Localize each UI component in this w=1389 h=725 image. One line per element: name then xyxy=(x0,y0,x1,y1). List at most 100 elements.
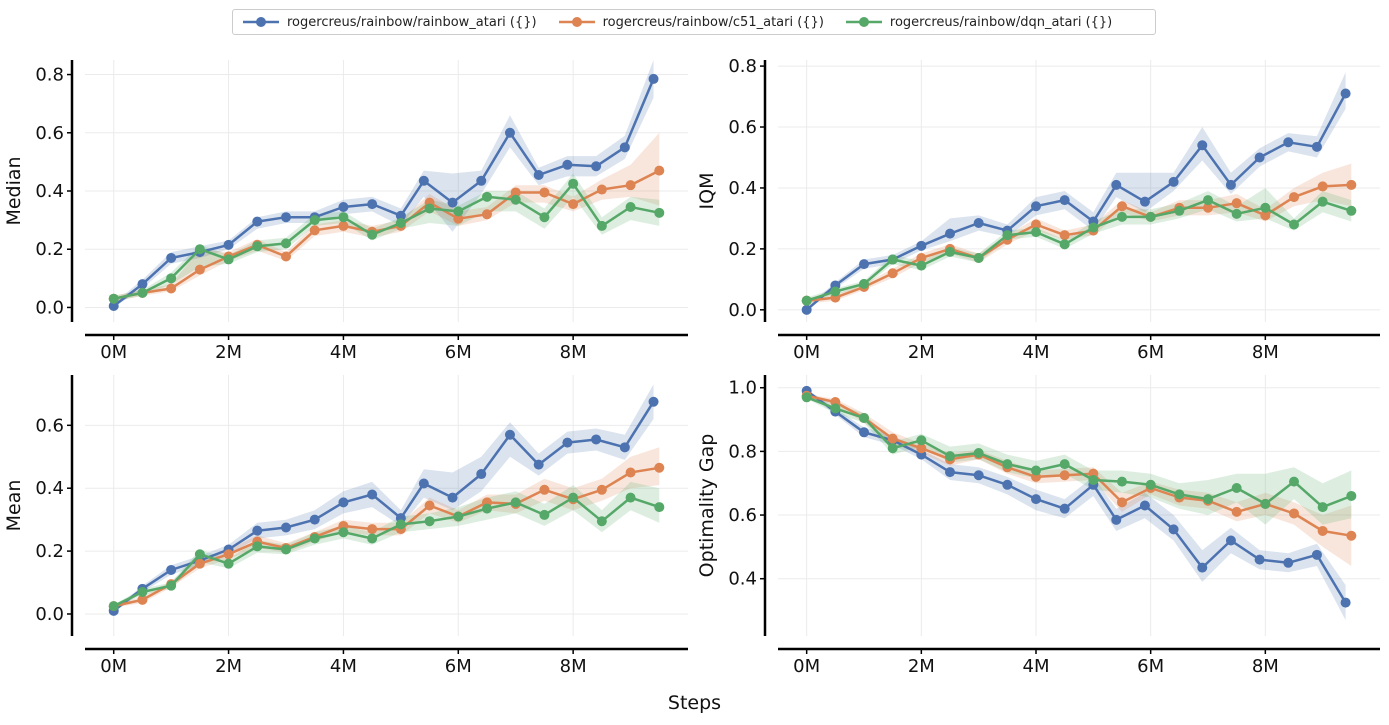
data-point-series-1 xyxy=(1317,181,1328,192)
ci-band-series-2 xyxy=(806,395,1352,525)
data-point-series-2 xyxy=(166,273,177,284)
data-point-series-0 xyxy=(476,469,487,480)
data-point-series-0 xyxy=(418,478,429,489)
data-point-series-2 xyxy=(568,178,579,189)
data-point-series-2 xyxy=(945,451,955,462)
data-point-series-0 xyxy=(252,216,263,227)
series-line-1 xyxy=(806,183,1352,302)
data-point-series-2 xyxy=(194,244,205,255)
data-point-series-0 xyxy=(367,489,378,500)
chart-panel-iqm: 0.0 0.2 0.4 0.6 0.8 0M 2M 4M 6M 8M IQM xyxy=(696,56,1380,363)
data-point-series-2 xyxy=(453,206,464,217)
data-point-series-0 xyxy=(166,564,177,575)
x-tick-label: 8M xyxy=(1252,656,1279,677)
data-point-series-0 xyxy=(1225,535,1236,546)
data-point-series-1 xyxy=(916,443,927,454)
data-point-series-0 xyxy=(252,525,263,536)
data-point-series-2 xyxy=(367,229,378,240)
data-point-series-0 xyxy=(367,199,378,210)
data-point-series-2 xyxy=(625,492,636,503)
data-point-series-1 xyxy=(625,180,636,191)
y-tick-label: 0.4 xyxy=(35,181,64,202)
data-point-series-0 xyxy=(108,300,119,311)
ci-band-series-1 xyxy=(806,394,1352,566)
x-tick-label: 4M xyxy=(330,342,357,363)
y-tick-label: 1.0 xyxy=(728,378,757,399)
data-point-series-1 xyxy=(916,253,927,264)
data-point-series-2 xyxy=(1117,211,1127,222)
data-point-series-0 xyxy=(1002,479,1013,490)
data-point-series-0 xyxy=(859,427,869,438)
chart-panel-median: 0.0 0.2 0.4 0.6 0.8 0M 2M 4M 6M 8M Median xyxy=(3,60,688,363)
y-tick-label: 0.4 xyxy=(728,569,757,590)
x-tick-label: 6M xyxy=(445,656,472,677)
data-point-series-1 xyxy=(596,184,607,195)
data-point-series-0 xyxy=(591,434,602,445)
x-tick-label: 4M xyxy=(330,656,357,677)
data-point-series-1 xyxy=(338,220,349,231)
data-point-series-0 xyxy=(591,161,602,172)
data-point-series-0 xyxy=(281,212,291,223)
data-point-series-1 xyxy=(137,594,148,605)
data-point-series-1 xyxy=(539,187,550,198)
data-point-series-0 xyxy=(476,175,487,186)
x-tick-label: 8M xyxy=(1252,342,1279,363)
data-point-series-0 xyxy=(1254,152,1265,163)
data-point-series-2 xyxy=(859,278,869,289)
data-point-series-2 xyxy=(568,492,579,503)
data-point-series-0 xyxy=(619,142,630,153)
x-tick-label: 6M xyxy=(445,342,472,363)
data-point-series-0 xyxy=(137,279,148,290)
legend-label-rainbow: rogercreus/rainbow/rainbow_atari ({}) xyxy=(287,14,537,30)
data-point-series-2 xyxy=(1231,482,1242,493)
legend-marker-c51-icon xyxy=(558,17,595,27)
data-point-series-0 xyxy=(1197,562,1208,573)
data-point-series-2 xyxy=(1174,205,1185,216)
x-tick-label: 2M xyxy=(215,656,242,677)
data-point-series-2 xyxy=(424,516,435,527)
x-tick-label: 0M xyxy=(793,342,820,363)
data-point-series-0 xyxy=(1283,557,1294,568)
data-point-series-1 xyxy=(654,165,665,176)
data-point-series-2 xyxy=(338,212,349,223)
data-point-series-2 xyxy=(859,412,869,423)
data-point-series-2 xyxy=(1289,219,1299,230)
data-point-series-2 xyxy=(1203,494,1213,505)
data-point-series-1 xyxy=(1317,525,1328,536)
x-tick-label: 6M xyxy=(1137,342,1164,363)
data-point-series-2 xyxy=(1346,490,1357,501)
data-point-series-1 xyxy=(1346,179,1357,190)
data-point-series-0 xyxy=(1059,503,1070,514)
data-point-series-0 xyxy=(619,442,630,453)
data-point-series-2 xyxy=(395,218,406,229)
data-point-series-2 xyxy=(223,558,234,569)
data-point-series-1 xyxy=(453,213,464,224)
data-point-series-0 xyxy=(1168,524,1179,535)
data-point-series-0 xyxy=(973,470,984,481)
y-axis-label: Mean xyxy=(3,480,25,532)
data-point-series-0 xyxy=(1059,195,1070,206)
legend-marker-dqn-icon xyxy=(845,17,882,27)
chart-panel-optimality-gap: 0.4 0.6 0.8 1.0 0M 2M 4M 6M 8M Optimality Gap xyxy=(696,375,1380,677)
shared-x-axis-label: Steps xyxy=(667,692,722,714)
data-point-series-2 xyxy=(1260,498,1271,509)
x-tick-label: 8M xyxy=(560,342,587,363)
x-tick-label: 0M xyxy=(100,656,127,677)
data-point-series-1 xyxy=(510,187,521,198)
data-point-series-1 xyxy=(1260,210,1271,221)
data-point-series-2 xyxy=(108,601,119,612)
data-point-series-2 xyxy=(887,443,898,454)
data-point-series-2 xyxy=(625,202,636,213)
data-point-series-0 xyxy=(973,217,984,228)
y-tick-label: 0.2 xyxy=(35,541,64,562)
data-point-series-0 xyxy=(223,239,234,250)
data-point-series-1 xyxy=(482,209,492,220)
data-point-series-2 xyxy=(1088,475,1099,486)
data-point-series-2 xyxy=(654,207,665,218)
data-point-series-2 xyxy=(539,212,550,223)
data-point-series-1 xyxy=(1031,219,1041,230)
data-point-series-1 xyxy=(1231,198,1242,209)
data-point-series-2 xyxy=(367,533,378,544)
data-point-series-0 xyxy=(281,522,291,533)
